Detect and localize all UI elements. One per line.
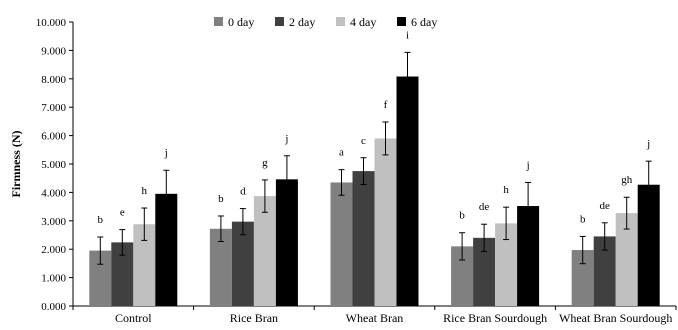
- legend-label: 4 day: [350, 15, 376, 29]
- bar: [615, 213, 638, 306]
- bar: [451, 246, 474, 306]
- bar: [495, 223, 518, 306]
- bar: [155, 193, 178, 306]
- bar: [133, 224, 156, 306]
- bar: [352, 171, 375, 306]
- legend-label: 0 day: [228, 15, 254, 29]
- significance-label: de: [600, 200, 611, 212]
- bar: [253, 196, 276, 306]
- y-tick-label: 6.000: [41, 131, 66, 143]
- bar: [111, 242, 134, 306]
- legend-label: 6 day: [411, 15, 437, 29]
- y-tick-label: 0.000: [41, 301, 66, 313]
- bar: [275, 179, 298, 306]
- significance-label: j: [284, 133, 288, 145]
- significance-label: h: [503, 184, 509, 196]
- significance-label: h: [142, 185, 148, 197]
- significance-label: de: [479, 201, 490, 213]
- bars: [89, 51, 660, 306]
- significance-label: d: [240, 186, 246, 198]
- y-tick-label: 1.000: [41, 273, 66, 285]
- category-label: Rice Bran: [230, 311, 278, 325]
- y-tick-label: 9.000: [41, 45, 66, 57]
- category-label: Wheat Bran: [346, 311, 404, 325]
- significance-label: g: [262, 157, 268, 169]
- significance-label: j: [164, 147, 168, 159]
- y-tick-label: 5.000: [41, 159, 66, 171]
- legend-swatch: [214, 17, 223, 26]
- significance-label: gh: [621, 174, 633, 186]
- bar: [330, 182, 353, 306]
- y-tick-label: 2.000: [41, 244, 66, 256]
- bar: [473, 237, 496, 306]
- significance-label: i: [406, 29, 409, 41]
- significance-label: j: [526, 159, 530, 171]
- category-label: Control: [115, 311, 152, 325]
- legend-swatch: [275, 17, 284, 26]
- legend-swatch: [397, 17, 406, 26]
- significance-label: c: [361, 135, 366, 147]
- axes: 0.000 1.000 2.000 3.000 4.000 5.000 6.000 7.000…: [9, 17, 677, 313]
- y-tick-label: 8.000: [41, 74, 66, 86]
- category-label: Rice Bran Sourdough: [443, 311, 547, 325]
- y-axis-title: Firmness (N): [9, 131, 23, 198]
- legend-swatch: [336, 17, 345, 26]
- significance-label: b: [98, 214, 104, 226]
- y-tick-label: 4.000: [41, 187, 66, 199]
- y-tick-label: 10.000: [36, 17, 67, 29]
- bar: [593, 236, 616, 306]
- significance-label: e: [120, 207, 125, 219]
- labels: Control b e h j Rice Bran b d g j Wheat Bran a c f i Ri…: [98, 29, 673, 325]
- category-label: Wheat Bran Sourdough: [559, 311, 672, 325]
- bar: [571, 250, 594, 306]
- bar: [396, 76, 419, 306]
- bar: [231, 221, 254, 306]
- legend-label: 2 day: [289, 15, 315, 29]
- bar: [517, 206, 540, 306]
- y-tick-label: 7.000: [41, 102, 66, 114]
- significance-label: a: [339, 147, 344, 159]
- significance-label: b: [459, 210, 465, 222]
- bar: [89, 250, 112, 306]
- bar: [374, 138, 397, 306]
- bar: [637, 184, 660, 306]
- bar: [209, 228, 232, 306]
- significance-label: b: [580, 213, 586, 225]
- y-tick-label: 3.000: [41, 216, 66, 228]
- significance-label: j: [646, 138, 650, 150]
- legend: 0 day 2 day 4 day 6 day: [214, 15, 437, 29]
- significance-label: f: [384, 99, 388, 111]
- significance-label: b: [218, 193, 224, 205]
